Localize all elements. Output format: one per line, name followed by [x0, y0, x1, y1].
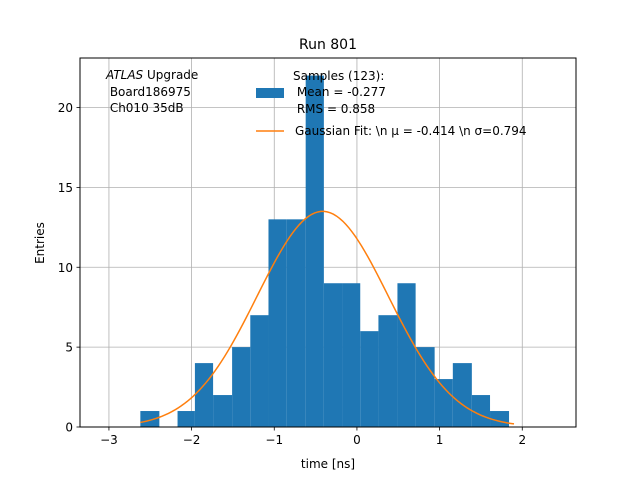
legend-histogram-line1: Samples (123):	[293, 69, 384, 83]
histogram-bar	[471, 395, 491, 427]
legend-histogram-swatch	[256, 88, 284, 98]
x-tick-label: −1	[265, 433, 283, 447]
y-tick-label: 0	[65, 421, 73, 435]
y-tick-label: 10	[58, 261, 73, 275]
histogram-bar	[232, 347, 251, 427]
y-tick-label: 15	[58, 181, 73, 195]
gaussian-fit	[140, 210, 515, 425]
x-tick-label: −2	[183, 433, 201, 447]
atlas-label: ATLAS Upgrade Board186975 Ch010 35dB	[105, 68, 198, 115]
legend: Samples (123): Mean = -0.277 RMS = 0.858…	[256, 69, 527, 138]
legend-histogram-line3: RMS = 0.858	[293, 102, 375, 116]
x-tick-label: −3	[100, 433, 118, 447]
histogram-bar	[378, 315, 398, 427]
x-tick-label: 0	[353, 433, 361, 447]
atlas-label-board: Board186975	[106, 85, 191, 99]
histogram-bar	[360, 331, 379, 427]
histogram-bar	[305, 75, 324, 428]
histogram-bar	[415, 347, 435, 427]
histogram-bar	[194, 363, 214, 427]
histogram-bar	[213, 395, 233, 427]
atlas-suffix: Upgrade	[143, 68, 198, 82]
y-tick-label: 20	[58, 101, 73, 115]
atlas-label-line1: ATLAS Upgrade	[105, 68, 198, 82]
axes-frame	[79, 57, 577, 428]
histogram-bar	[140, 411, 160, 427]
histogram-bar	[342, 283, 361, 427]
x-axis-label: time [ns]	[301, 457, 355, 471]
x-tick-label: 1	[436, 433, 444, 447]
histogram-bar	[286, 219, 306, 427]
histogram-bar	[323, 283, 343, 427]
chart-title: Run 801	[299, 37, 357, 53]
y-tick-label: 5	[65, 341, 73, 355]
legend-histogram-line2: Mean = -0.277	[293, 85, 386, 99]
atlas-italic: ATLAS	[105, 68, 144, 82]
legend-fit-label: Gaussian Fit: \n μ = -0.414 \n σ=0.794	[295, 124, 527, 138]
gaussian-fit-curve	[140, 210, 515, 425]
histogram-bar	[250, 315, 269, 427]
atlas-label-channel: Ch010 35dB	[106, 101, 184, 115]
histogram-bar	[177, 411, 195, 427]
histogram-bar	[268, 219, 287, 427]
histogram-bar	[434, 379, 453, 427]
histogram-bar	[452, 363, 472, 427]
histogram-bars	[140, 75, 510, 428]
y-axis-label: Entries	[33, 222, 47, 264]
x-tick-label: 2	[518, 433, 526, 447]
histogram-bar	[397, 283, 416, 427]
